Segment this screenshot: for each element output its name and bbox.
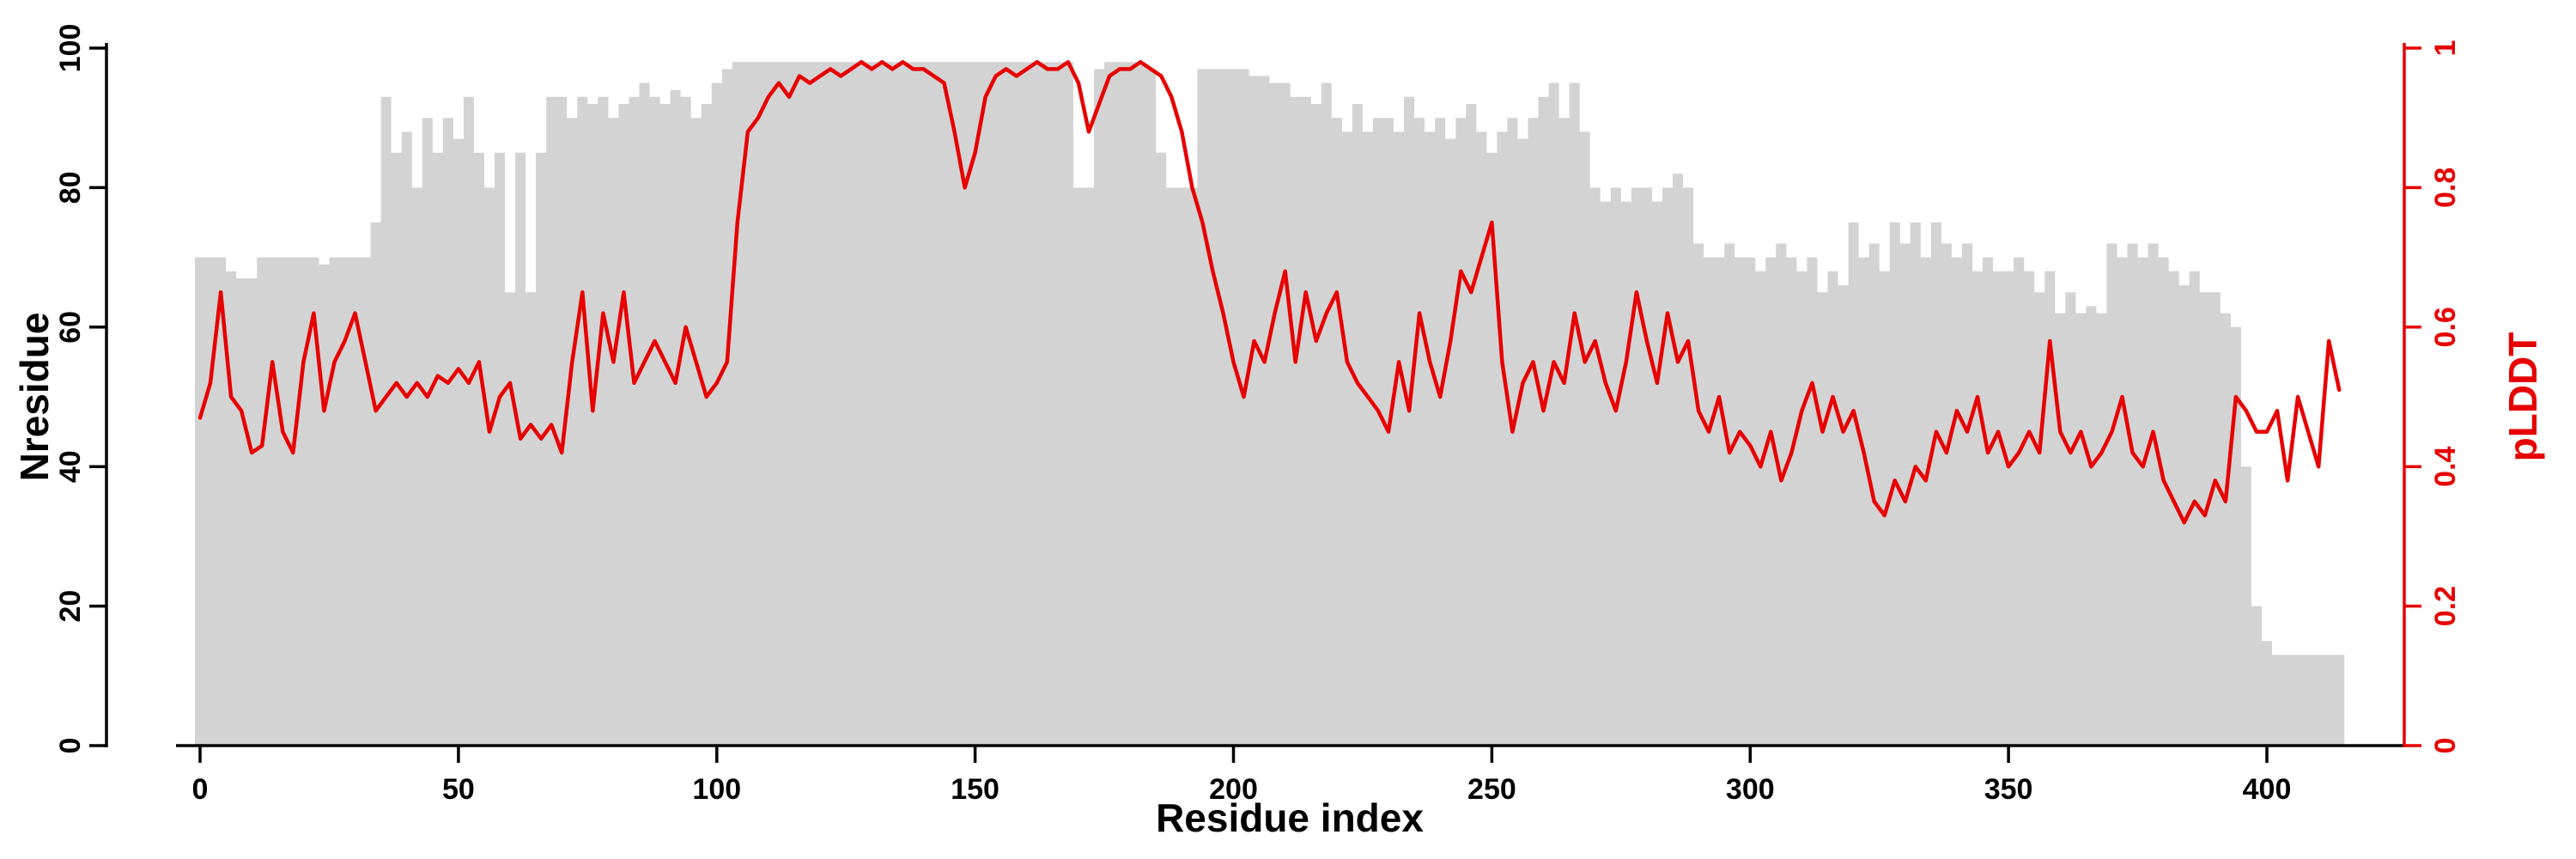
right-axis-tick-label: 0: [2429, 738, 2462, 754]
x-axis-tick-label: 150: [951, 773, 999, 806]
x-axis-tick-label: 300: [1726, 773, 1775, 806]
left-axis-tick-label: 60: [54, 311, 87, 344]
left-axis-tick-label: 100: [54, 24, 87, 73]
x-axis-tick-label: 400: [2243, 773, 2292, 806]
right-axis-tick-label: 1: [2429, 40, 2462, 57]
left-axis-tick-label: 20: [54, 590, 87, 623]
left-axis-tick-label: 80: [54, 171, 87, 204]
right-axis-tick-label: 0.8: [2429, 168, 2462, 208]
x-axis-tick-label: 250: [1467, 773, 1516, 806]
x-axis-tick-label: 200: [1209, 773, 1258, 806]
right-axis-tick-label: 0.6: [2429, 307, 2462, 347]
left-axis-tick-label: 40: [54, 450, 87, 483]
plddt-line: [197, 59, 2342, 525]
x-axis-tick-label: 100: [692, 773, 741, 806]
left-axis-title: Nresidue: [12, 312, 57, 482]
x-axis-tick-label: 50: [442, 773, 475, 806]
x-axis-title: Residue index: [1156, 795, 1424, 840]
x-axis-tick-label: 0: [192, 773, 209, 806]
right-axis-tick-label: 0.4: [2429, 446, 2462, 486]
nresidue-bars: [195, 62, 2345, 746]
x-axis-tick-label: 350: [1984, 773, 2033, 806]
left-axis-tick-label: 0: [54, 738, 87, 754]
right-axis-tick-label: 0.2: [2429, 586, 2462, 626]
right-axis-title: pLDDT: [2500, 332, 2545, 462]
